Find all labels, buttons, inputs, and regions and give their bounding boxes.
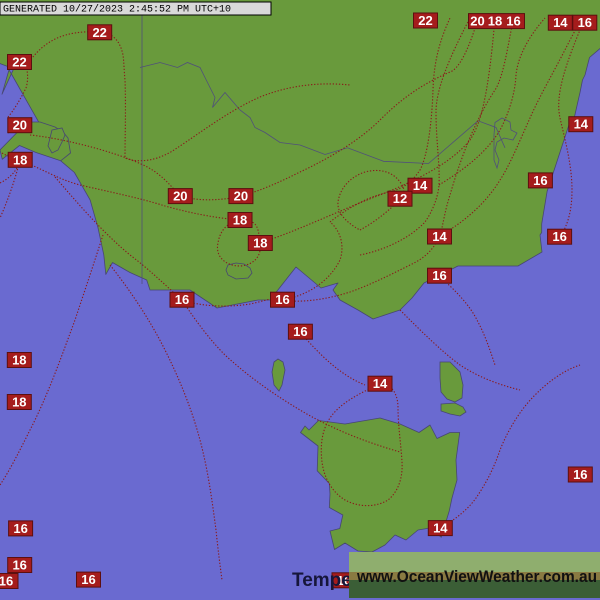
svg-text:16: 16 (175, 292, 189, 307)
svg-text:14: 14 (373, 376, 388, 391)
svg-text:16: 16 (578, 15, 592, 30)
svg-text:16: 16 (552, 229, 566, 244)
svg-text:18: 18 (233, 213, 247, 228)
svg-text:GENERATED 10/27/2023 2:45:52 P: GENERATED 10/27/2023 2:45:52 PM UTC+10 (3, 4, 231, 16)
svg-text:22: 22 (12, 55, 26, 70)
svg-text:18: 18 (253, 236, 267, 251)
svg-text:18: 18 (12, 353, 26, 368)
svg-text:16: 16 (573, 467, 587, 482)
svg-text:20: 20 (173, 189, 187, 204)
svg-text:14: 14 (432, 229, 447, 244)
svg-text:16: 16 (533, 173, 547, 188)
svg-text:www.OceanViewWeather.com.au: www.OceanViewWeather.com.au (356, 567, 597, 586)
svg-text:14: 14 (433, 521, 448, 536)
svg-text:12: 12 (393, 191, 407, 206)
svg-text:16: 16 (81, 572, 95, 587)
svg-text:20: 20 (470, 14, 484, 29)
svg-text:18: 18 (12, 395, 26, 410)
svg-text:16: 16 (275, 292, 289, 307)
svg-text:14: 14 (553, 15, 568, 30)
svg-text:16: 16 (0, 574, 13, 589)
svg-text:14: 14 (413, 178, 428, 193)
svg-text:20: 20 (234, 189, 248, 204)
svg-text:16: 16 (506, 14, 520, 29)
svg-text:16: 16 (12, 558, 26, 573)
svg-text:22: 22 (92, 25, 106, 40)
svg-text:18: 18 (13, 152, 27, 167)
svg-text:16: 16 (293, 324, 307, 339)
svg-text:18: 18 (488, 14, 502, 29)
svg-text:16: 16 (13, 521, 27, 536)
svg-text:20: 20 (13, 118, 27, 133)
svg-text:14: 14 (574, 117, 589, 132)
svg-text:16: 16 (432, 268, 446, 283)
svg-text:22: 22 (418, 13, 432, 28)
